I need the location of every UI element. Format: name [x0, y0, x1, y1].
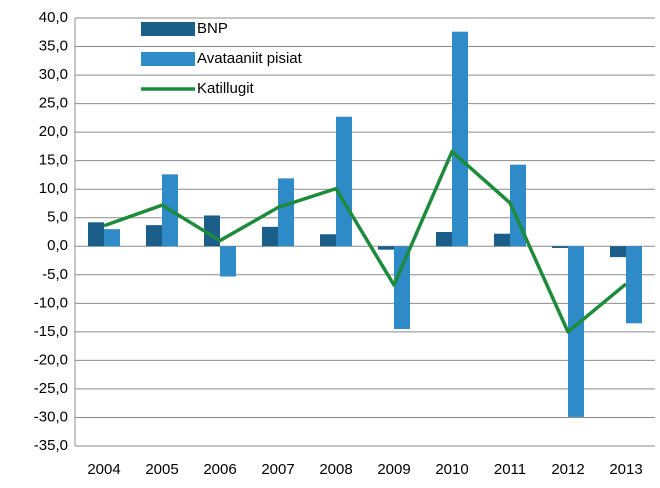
bar [568, 246, 584, 417]
bar [494, 233, 510, 247]
y-tick-label: 0,0 [47, 237, 68, 254]
y-tick-label: -10,0 [34, 294, 68, 311]
bar [336, 116, 352, 247]
y-tick-label: 30,0 [39, 66, 68, 83]
y-tick-label: -5,0 [42, 266, 68, 283]
bar [278, 178, 294, 247]
bar [626, 246, 642, 324]
line [103, 149, 628, 334]
bar [104, 229, 120, 247]
y-tick-label: 35,0 [39, 38, 68, 55]
legend-label: Avataaniit pisiat [197, 50, 303, 67]
y-tick-label: -35,0 [34, 437, 68, 454]
y-tick-label: 10,0 [39, 180, 68, 197]
y-tick-label: 5,0 [47, 209, 68, 226]
bar [220, 246, 236, 277]
bar [378, 246, 394, 250]
y-tick-label: 15,0 [39, 152, 68, 169]
x-tick-label: 2011 [494, 461, 526, 478]
x-tick-label: 2010 [435, 461, 468, 478]
y-tick-label: 25,0 [39, 95, 68, 112]
x-tick-label: 2008 [319, 461, 352, 478]
bar [610, 246, 626, 258]
x-tick-label: 2004 [87, 461, 120, 478]
bar [552, 246, 568, 248]
bar [88, 222, 104, 247]
bar [436, 232, 452, 247]
bar [320, 234, 336, 247]
bar [394, 246, 410, 330]
x-tick-label: 2006 [203, 461, 236, 478]
x-tick-label: 2005 [145, 461, 178, 478]
y-tick-label: -20,0 [34, 351, 68, 368]
y-tick-label: -30,0 [34, 408, 68, 425]
bar [452, 31, 468, 247]
x-tick-label: 2009 [377, 461, 410, 478]
x-tick-label: 2012 [551, 461, 584, 478]
legend-swatch [141, 52, 195, 66]
y-tick-label: 40,0 [39, 9, 68, 26]
y-tick-label: -25,0 [34, 380, 68, 397]
bar [262, 226, 278, 247]
legend-swatch [141, 22, 195, 36]
bar [146, 225, 162, 247]
x-tick-label: 2007 [261, 461, 294, 478]
y-tick-label: 20,0 [39, 123, 68, 140]
legend-label: Katillugit [197, 80, 255, 97]
legend-label: BNP [197, 20, 228, 37]
x-tick-label: 2013 [609, 461, 642, 478]
y-tick-label: -15,0 [34, 323, 68, 340]
